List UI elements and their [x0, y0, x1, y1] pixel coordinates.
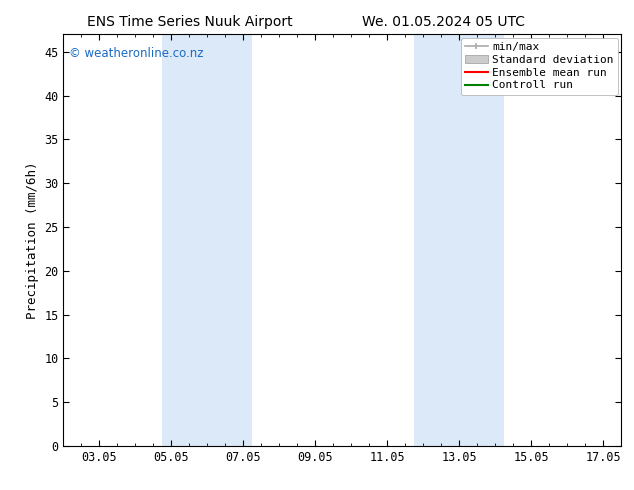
Bar — [162, 34, 207, 446]
Text: © weatheronline.co.nz: © weatheronline.co.nz — [69, 47, 204, 60]
Bar — [207, 34, 252, 446]
Legend: min/max, Standard deviation, Ensemble mean run, Controll run: min/max, Standard deviation, Ensemble me… — [461, 38, 618, 95]
Bar — [460, 34, 504, 446]
Text: We. 01.05.2024 05 UTC: We. 01.05.2024 05 UTC — [362, 15, 526, 29]
Text: ENS Time Series Nuuk Airport: ENS Time Series Nuuk Airport — [87, 15, 293, 29]
Y-axis label: Precipitation (mm/6h): Precipitation (mm/6h) — [26, 161, 39, 319]
Bar — [415, 34, 460, 446]
